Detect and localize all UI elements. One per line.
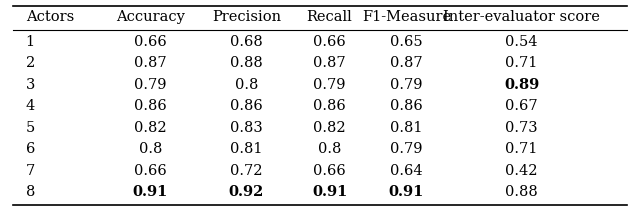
Text: 0.91: 0.91 bbox=[132, 185, 168, 199]
Text: 0.83: 0.83 bbox=[230, 121, 263, 135]
Text: 0.87: 0.87 bbox=[390, 56, 422, 70]
Text: Actors: Actors bbox=[26, 10, 74, 24]
Text: 0.54: 0.54 bbox=[506, 35, 538, 49]
Text: 0.86: 0.86 bbox=[230, 99, 263, 113]
Text: Inter-evaluator score: Inter-evaluator score bbox=[443, 10, 600, 24]
Text: 1: 1 bbox=[26, 35, 35, 49]
Text: 7: 7 bbox=[26, 164, 35, 178]
Text: 0.88: 0.88 bbox=[230, 56, 263, 70]
Text: 0.86: 0.86 bbox=[313, 99, 346, 113]
Text: 3: 3 bbox=[26, 78, 35, 92]
Text: 0.68: 0.68 bbox=[230, 35, 263, 49]
Text: 0.86: 0.86 bbox=[390, 99, 423, 113]
Text: 0.66: 0.66 bbox=[313, 164, 346, 178]
Text: 0.72: 0.72 bbox=[230, 164, 262, 178]
Text: 0.86: 0.86 bbox=[134, 99, 167, 113]
Text: 0.66: 0.66 bbox=[134, 164, 167, 178]
Text: 0.92: 0.92 bbox=[228, 185, 264, 199]
Text: F1-Measure: F1-Measure bbox=[362, 10, 451, 24]
Text: 0.42: 0.42 bbox=[506, 164, 538, 178]
Text: Accuracy: Accuracy bbox=[116, 10, 185, 24]
Text: 0.82: 0.82 bbox=[134, 121, 166, 135]
Text: 0.91: 0.91 bbox=[312, 185, 348, 199]
Text: 0.79: 0.79 bbox=[390, 78, 422, 92]
Text: 0.82: 0.82 bbox=[314, 121, 346, 135]
Text: 0.65: 0.65 bbox=[390, 35, 422, 49]
Text: 6: 6 bbox=[26, 142, 35, 156]
Text: Precision: Precision bbox=[212, 10, 281, 24]
Text: 0.81: 0.81 bbox=[230, 142, 262, 156]
Text: 0.8: 0.8 bbox=[139, 142, 162, 156]
Text: 0.79: 0.79 bbox=[390, 142, 422, 156]
Text: Recall: Recall bbox=[307, 10, 353, 24]
Text: 0.66: 0.66 bbox=[134, 35, 167, 49]
Text: 0.87: 0.87 bbox=[134, 56, 166, 70]
Text: 4: 4 bbox=[26, 99, 35, 113]
Text: 0.71: 0.71 bbox=[506, 142, 538, 156]
Text: 0.8: 0.8 bbox=[318, 142, 341, 156]
Text: 0.64: 0.64 bbox=[390, 164, 422, 178]
Text: 0.71: 0.71 bbox=[506, 56, 538, 70]
Text: 8: 8 bbox=[26, 185, 35, 199]
Text: 0.87: 0.87 bbox=[314, 56, 346, 70]
Text: 5: 5 bbox=[26, 121, 35, 135]
Text: 0.66: 0.66 bbox=[313, 35, 346, 49]
Text: 0.91: 0.91 bbox=[388, 185, 424, 199]
Text: 0.88: 0.88 bbox=[505, 185, 538, 199]
Text: 0.67: 0.67 bbox=[506, 99, 538, 113]
Text: 0.8: 0.8 bbox=[235, 78, 258, 92]
Text: 0.73: 0.73 bbox=[506, 121, 538, 135]
Text: 0.89: 0.89 bbox=[504, 78, 540, 92]
Text: 0.79: 0.79 bbox=[314, 78, 346, 92]
Text: 2: 2 bbox=[26, 56, 35, 70]
Text: 0.79: 0.79 bbox=[134, 78, 166, 92]
Text: 0.81: 0.81 bbox=[390, 121, 422, 135]
